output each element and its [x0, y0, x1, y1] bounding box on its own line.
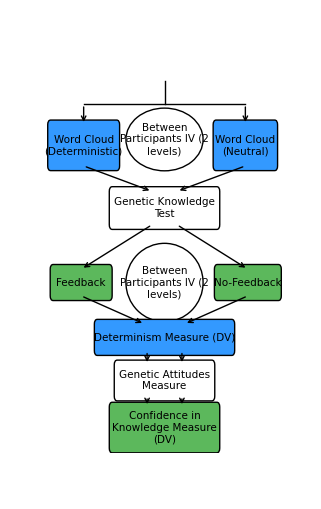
FancyBboxPatch shape — [48, 120, 120, 171]
FancyBboxPatch shape — [109, 187, 220, 230]
Text: Genetic Attitudes
Measure: Genetic Attitudes Measure — [119, 370, 210, 391]
Text: Feedback: Feedback — [56, 277, 106, 288]
FancyBboxPatch shape — [114, 360, 215, 401]
FancyBboxPatch shape — [50, 265, 112, 300]
Text: Word Cloud
(Neutral): Word Cloud (Neutral) — [215, 134, 275, 156]
FancyBboxPatch shape — [94, 319, 235, 355]
FancyBboxPatch shape — [109, 402, 220, 453]
FancyBboxPatch shape — [213, 120, 278, 171]
Text: Confidence in
Knowledge Measure
(DV): Confidence in Knowledge Measure (DV) — [112, 411, 217, 444]
Text: Between
Participants IV (2
levels): Between Participants IV (2 levels) — [120, 123, 209, 156]
Ellipse shape — [126, 243, 203, 322]
FancyBboxPatch shape — [214, 265, 281, 300]
Text: Between
Participants IV (2
levels): Between Participants IV (2 levels) — [120, 266, 209, 299]
Ellipse shape — [126, 108, 203, 171]
Text: Genetic Knowledge
Test: Genetic Knowledge Test — [114, 197, 215, 219]
Text: Word Cloud
(Deterministic): Word Cloud (Deterministic) — [45, 134, 123, 156]
Text: No-Feedback: No-Feedback — [214, 277, 282, 288]
Text: Determinism Measure (DV): Determinism Measure (DV) — [94, 332, 235, 343]
